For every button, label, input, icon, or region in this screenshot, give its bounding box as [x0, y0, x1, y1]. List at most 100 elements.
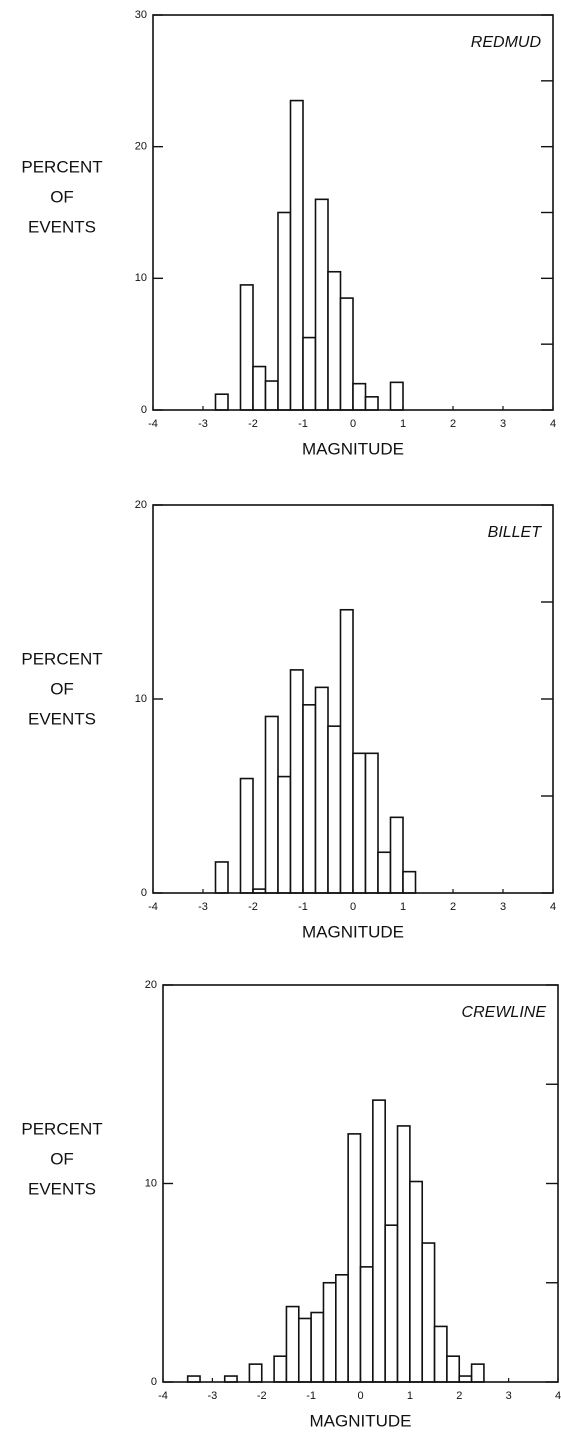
bar — [214, 861, 229, 894]
bar — [421, 1242, 436, 1383]
x-tick-label: -2 — [257, 1390, 267, 1402]
bar — [352, 752, 367, 894]
y-axis-label: EVENTS — [28, 709, 96, 728]
bar — [352, 382, 367, 411]
bar — [223, 1375, 238, 1383]
bar — [302, 704, 317, 894]
chart-title: REDMUD — [471, 34, 542, 51]
bar — [297, 1317, 312, 1383]
bar — [409, 1180, 424, 1383]
bar — [458, 1375, 473, 1383]
x-tick-label: 4 — [550, 901, 556, 913]
y-tick-label: 20 — [145, 979, 157, 991]
y-axis-label: OF — [50, 679, 74, 698]
y-tick-label: 10 — [145, 1177, 157, 1189]
y-tick-label: 20 — [135, 499, 147, 511]
x-tick-label: 0 — [357, 1390, 363, 1402]
bar — [470, 1363, 485, 1383]
bar — [389, 381, 404, 411]
bar — [264, 715, 279, 894]
y-axis-label: PERCENT — [21, 649, 102, 668]
x-tick-label: 1 — [400, 418, 406, 430]
bar — [359, 1266, 374, 1383]
bar — [327, 270, 342, 411]
y-axis-label: OF — [50, 1149, 74, 1168]
x-tick-label: -3 — [198, 901, 208, 913]
x-tick-label: -4 — [158, 1390, 168, 1402]
x-tick-label: 0 — [350, 901, 356, 913]
bar — [285, 1305, 300, 1383]
x-tick-label: -3 — [207, 1390, 217, 1402]
x-tick-label: -4 — [148, 901, 158, 913]
bar — [389, 816, 404, 894]
x-axis-label: MAGNITUDE — [310, 1411, 412, 1430]
bar — [396, 1125, 411, 1383]
x-tick-label: 3 — [500, 418, 506, 430]
bar — [377, 851, 392, 894]
x-tick-label: -2 — [248, 418, 258, 430]
bar — [252, 365, 267, 411]
y-tick-label: 0 — [151, 1376, 157, 1388]
bar — [327, 725, 342, 894]
bar — [277, 211, 292, 411]
x-tick-label: 3 — [506, 1390, 512, 1402]
y-axis-label: PERCENT — [21, 1119, 102, 1138]
x-tick-label: 2 — [456, 1390, 462, 1402]
x-tick-label: -4 — [148, 418, 158, 430]
y-tick-label: 10 — [135, 693, 147, 705]
x-tick-label: 2 — [450, 418, 456, 430]
bar — [433, 1325, 448, 1383]
bar — [364, 752, 379, 894]
bar — [310, 1311, 325, 1383]
bar — [302, 336, 317, 411]
y-axis-label: EVENTS — [28, 217, 96, 236]
bar — [314, 198, 329, 411]
y-tick-label: 10 — [135, 272, 147, 284]
bar — [248, 1363, 263, 1383]
bar — [335, 1274, 349, 1383]
y-tick-label: 0 — [141, 887, 147, 899]
x-tick-label: 2 — [450, 901, 456, 913]
y-axis-label: OF — [50, 187, 74, 206]
y-tick-label: 20 — [135, 141, 147, 153]
x-tick-label: -2 — [248, 901, 258, 913]
bar — [214, 393, 229, 411]
bar — [239, 284, 254, 411]
x-axis-label: MAGNITUDE — [302, 439, 404, 458]
bar — [347, 1133, 362, 1383]
x-axis-label: MAGNITUDE — [302, 922, 404, 941]
bar — [314, 686, 329, 894]
y-tick-label: 0 — [141, 404, 147, 416]
bar — [322, 1281, 337, 1383]
chart-title: BILLET — [488, 524, 543, 541]
y-axis-label: EVENTS — [28, 1179, 96, 1198]
bar — [339, 608, 354, 894]
bar — [372, 1099, 386, 1383]
bar — [186, 1375, 201, 1383]
bar — [277, 775, 292, 894]
x-tick-label: -3 — [198, 418, 208, 430]
bar — [239, 777, 254, 894]
x-tick-label: 3 — [500, 901, 506, 913]
bar — [446, 1355, 461, 1383]
bar — [273, 1355, 288, 1383]
bar — [264, 380, 279, 411]
chart-title: CREWLINE — [462, 1004, 547, 1021]
y-tick-label: 30 — [135, 9, 147, 21]
x-tick-label: -1 — [298, 901, 308, 913]
x-tick-label: 4 — [550, 418, 556, 430]
bar — [384, 1224, 399, 1383]
bar — [339, 297, 354, 411]
x-tick-label: 0 — [350, 418, 356, 430]
x-tick-label: 1 — [407, 1390, 413, 1402]
x-tick-label: -1 — [306, 1390, 316, 1402]
bar — [289, 99, 304, 411]
bar — [364, 396, 379, 411]
y-axis-label: PERCENT — [21, 157, 102, 176]
bar — [402, 870, 417, 894]
x-tick-label: 4 — [555, 1390, 561, 1402]
x-tick-label: -1 — [298, 418, 308, 430]
bar — [289, 669, 304, 894]
